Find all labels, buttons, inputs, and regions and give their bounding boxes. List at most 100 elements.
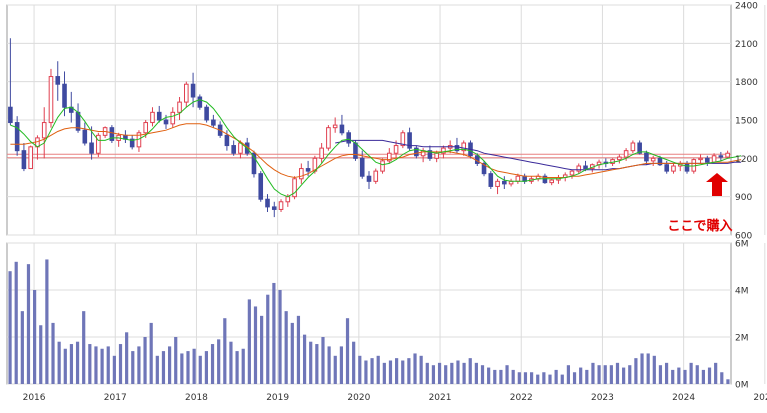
candle-body — [184, 83, 189, 103]
volume-bar — [14, 261, 18, 384]
volume-bar — [229, 341, 233, 384]
volume-bar — [456, 360, 460, 384]
volume-bar — [198, 355, 202, 384]
volume-bar — [26, 264, 31, 384]
candle-body — [14, 122, 20, 152]
candle-body — [386, 152, 392, 162]
candle-body — [332, 124, 338, 129]
volume-bar — [720, 372, 724, 384]
volume-bar — [149, 322, 153, 384]
price-y-tick-label: 1500 — [735, 117, 758, 127]
volume-bar — [266, 294, 270, 384]
volume-bar — [247, 299, 251, 384]
candle-body — [427, 150, 433, 159]
candle-body — [481, 162, 487, 175]
volume-bar — [677, 367, 681, 384]
volume-bar — [112, 355, 116, 384]
volume-bar — [94, 346, 98, 384]
volume-bar — [155, 355, 159, 384]
volume-bar — [75, 341, 80, 384]
volume-bar — [100, 348, 104, 384]
candle-body — [617, 156, 622, 161]
volume-bar — [382, 362, 386, 384]
volume-bar — [499, 369, 503, 384]
volume-bar — [419, 355, 423, 384]
x-tick-label: 2024 — [672, 393, 695, 403]
purchase-annotation-text: ここで購入 — [667, 218, 732, 234]
candle-body — [623, 150, 629, 158]
candle-body — [163, 119, 169, 125]
candle-body — [373, 170, 379, 182]
candle-body — [684, 162, 690, 172]
candle-body — [231, 145, 236, 154]
candle-body — [299, 168, 304, 180]
candle-body — [671, 165, 676, 172]
volume-bar — [493, 369, 497, 384]
candle-body — [96, 134, 101, 154]
price-y-tick-label: 900 — [735, 193, 752, 203]
volume-bar — [572, 372, 577, 384]
volume-bar — [407, 358, 411, 384]
candle-body — [630, 142, 636, 152]
candle-body — [644, 152, 649, 162]
volume-bar — [118, 344, 123, 384]
volume-bar — [260, 315, 264, 384]
volume-bar — [241, 348, 245, 384]
volume-bar — [272, 282, 276, 384]
candle-body — [488, 173, 494, 187]
volume-bar — [45, 259, 49, 384]
volume-bar — [487, 367, 491, 384]
candle-body — [718, 155, 724, 158]
volume-bar — [401, 360, 405, 384]
price-y-tick-label: 1800 — [735, 78, 758, 88]
price-y-tick-label: 1200 — [735, 155, 758, 165]
candle-body — [251, 152, 257, 175]
x-tick-label: 2021 — [429, 393, 452, 403]
volume-bar — [290, 322, 294, 384]
candle-body — [698, 157, 703, 161]
candle-body — [549, 179, 554, 184]
candle-body — [353, 142, 358, 159]
candle-body — [319, 147, 324, 159]
arrow-up-icon — [706, 173, 728, 196]
volume-bar — [542, 372, 546, 384]
volume-bar — [603, 365, 607, 384]
x-tick-label: 2016 — [23, 393, 46, 403]
volume-bar — [69, 344, 74, 384]
volume-bar — [622, 367, 626, 384]
volume-bar — [628, 365, 632, 384]
candle-body — [190, 83, 196, 98]
candle-body — [393, 145, 399, 154]
volume-bar — [566, 365, 571, 384]
volume-bar — [462, 362, 466, 384]
candle-body — [28, 146, 33, 170]
volume-bar — [192, 348, 196, 384]
volume-y-tick-label: 2M — [735, 334, 749, 344]
volume-y-axis: 6M 4M 2M 0M — [735, 240, 749, 391]
volume-bar — [695, 365, 699, 384]
volume-bar — [174, 337, 178, 384]
volume-bar — [339, 346, 343, 384]
candle-body — [359, 157, 365, 177]
candle-body — [725, 152, 730, 158]
volume-bar — [217, 339, 221, 384]
volume-bar — [143, 337, 147, 384]
candle-body — [305, 168, 311, 172]
volume-bar — [444, 365, 448, 384]
volume-bar — [321, 337, 325, 384]
volume-bar — [302, 334, 307, 384]
candle-body — [129, 138, 135, 148]
price-y-tick-label: 600 — [735, 232, 752, 242]
volume-bar — [57, 341, 61, 384]
volume-bars — [8, 259, 730, 384]
volume-bar — [468, 358, 472, 384]
volume-bar — [82, 311, 86, 384]
volume-bar — [505, 365, 509, 384]
candle-body — [326, 127, 331, 149]
candle-body — [82, 129, 88, 144]
candle-body — [21, 150, 27, 170]
volume-bar — [51, 322, 55, 384]
candle-body — [150, 111, 155, 124]
volume-bar — [664, 362, 669, 384]
candle-body — [569, 170, 575, 176]
